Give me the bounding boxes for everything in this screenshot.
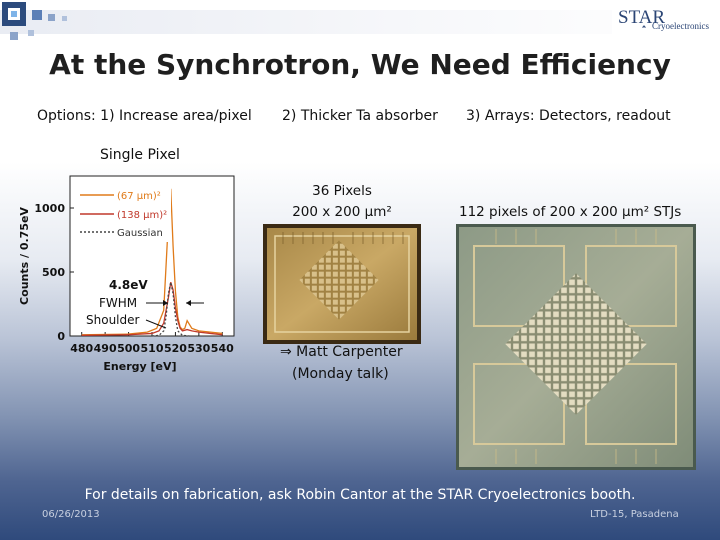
single-pixel-label: Single Pixel bbox=[100, 147, 180, 163]
svg-text:Cryoelectronics: Cryoelectronics bbox=[652, 21, 709, 31]
annotation-shoulder: Shoulder bbox=[86, 313, 140, 327]
x-tick-label: 480 bbox=[70, 342, 93, 355]
chip-112-pixels-photo bbox=[456, 224, 696, 470]
x-tick-label: 540 bbox=[211, 342, 234, 355]
carpenter-line1: ⇒ Matt Carpenter bbox=[280, 344, 403, 360]
top-bar bbox=[0, 10, 720, 34]
y-axis-label: Counts / 0.75eV bbox=[18, 207, 31, 305]
legend-entry: (67 µm)² bbox=[117, 191, 161, 202]
annotation-fwhm-value: 4.8eV bbox=[109, 278, 148, 292]
arrow-right-icon bbox=[163, 300, 168, 306]
pixels112-label: 112 pixels of 200 x 200 µm² STJs bbox=[459, 204, 682, 220]
shoulder-arrow bbox=[145, 319, 167, 329]
x-tick-label: 520 bbox=[164, 342, 187, 355]
pixels36-line2: 200 x 200 µm² bbox=[292, 204, 392, 220]
arrow-left-icon bbox=[186, 300, 191, 306]
x-tick-label: 530 bbox=[187, 342, 210, 355]
chip-36-pixels-photo bbox=[263, 224, 421, 344]
x-tick-label: 490 bbox=[94, 342, 117, 355]
series-line bbox=[81, 188, 223, 336]
svg-text:STAR: STAR bbox=[618, 7, 665, 28]
footer-conference: LTD-15, Pasadena bbox=[590, 509, 679, 520]
slide-title: At the Synchrotron, We Need Efficiency bbox=[49, 48, 671, 81]
legend: (67 µm)² (138 µm)² Gaussian bbox=[76, 178, 171, 242]
option-area-per-pixel: Options: 1) Increase area/pixel bbox=[37, 108, 252, 124]
footer-date: 06/26/2013 bbox=[42, 509, 100, 520]
option-thicker-absorber: 2) Thicker Ta absorber bbox=[282, 108, 438, 124]
y-tick-label: 0 bbox=[57, 330, 65, 343]
corner-squares-icon bbox=[2, 2, 67, 40]
footer-note: For details on fabrication, ask Robin Ca… bbox=[84, 487, 636, 503]
legend-entry: (138 µm)² bbox=[117, 210, 167, 221]
legend-entry: Gaussian bbox=[117, 228, 163, 239]
x-tick-label: 500 bbox=[117, 342, 140, 355]
pixels36-line1: 36 Pixels bbox=[312, 183, 372, 199]
carpenter-line2: (Monday talk) bbox=[292, 366, 389, 382]
option-arrays: 3) Arrays: Detectors, readout bbox=[466, 108, 671, 124]
series-line bbox=[81, 282, 223, 337]
x-axis-label: Energy [eV] bbox=[103, 360, 176, 373]
star-cryoelectronics-logo: STAR Cryoelectronics bbox=[612, 0, 720, 36]
x-tick-label: 510 bbox=[141, 342, 164, 355]
y-tick-label: 500 bbox=[42, 266, 65, 279]
y-tick-label: 1000 bbox=[34, 202, 65, 215]
annotation-fwhm: FWHM bbox=[99, 296, 137, 310]
